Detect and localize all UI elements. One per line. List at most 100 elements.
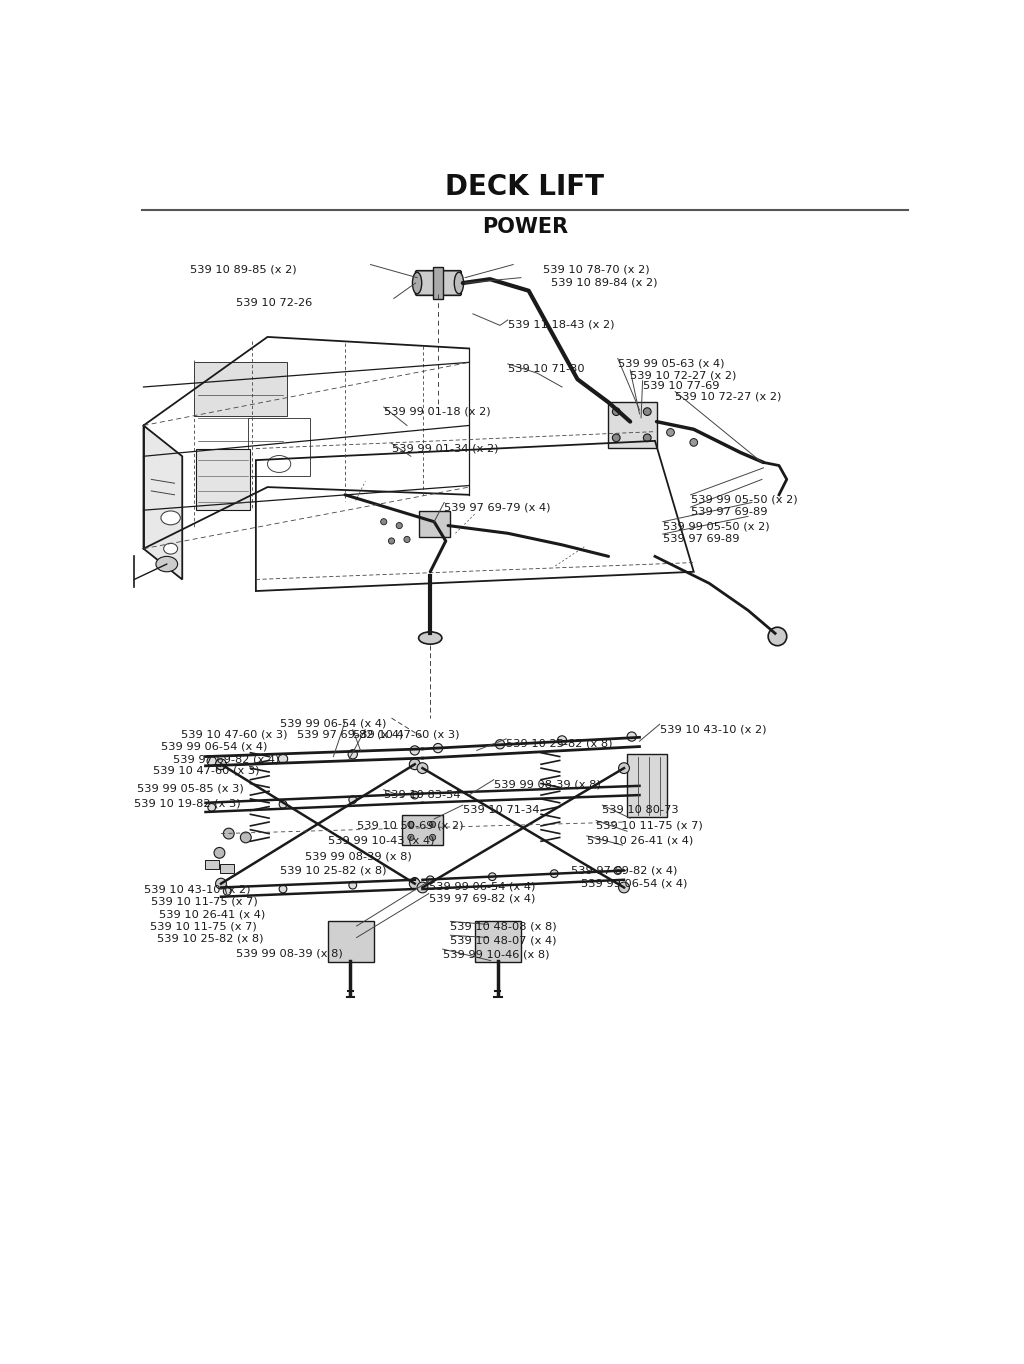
Ellipse shape [156,557,177,572]
FancyBboxPatch shape [197,449,251,510]
Text: 539 11 18-43 (x 2): 539 11 18-43 (x 2) [508,321,614,330]
Ellipse shape [413,273,422,293]
Text: 539 10 47-60 (x 3): 539 10 47-60 (x 3) [153,765,259,776]
Text: 539 99 01-18 (x 2): 539 99 01-18 (x 2) [384,406,490,417]
FancyBboxPatch shape [194,363,287,416]
Circle shape [410,746,420,756]
Text: 539 99 06-54 (x 4): 539 99 06-54 (x 4) [429,881,536,891]
Text: 539 10 80-73: 539 10 80-73 [602,805,679,816]
Ellipse shape [164,543,177,554]
Circle shape [426,876,434,884]
Circle shape [403,536,410,543]
Text: 539 10 47-60 (x 3): 539 10 47-60 (x 3) [180,730,287,739]
Circle shape [207,757,216,765]
FancyBboxPatch shape [220,863,234,873]
Circle shape [223,828,234,839]
Text: 539 10 11-75 (x 7): 539 10 11-75 (x 7) [152,896,258,907]
Text: 539 10 48-08 (x 8): 539 10 48-08 (x 8) [451,921,557,932]
Text: 539 99 05-50 (x 2): 539 99 05-50 (x 2) [690,495,798,505]
Circle shape [411,877,419,885]
Circle shape [410,878,420,889]
Circle shape [381,518,387,525]
Circle shape [429,835,435,840]
FancyBboxPatch shape [433,267,442,299]
Circle shape [433,743,442,753]
Circle shape [488,873,496,881]
Text: 539 99 10-46 (x 8): 539 99 10-46 (x 8) [442,949,549,959]
Text: 539 10 43-10 (x 2): 539 10 43-10 (x 2) [143,884,250,895]
Text: 539 10 71-34: 539 10 71-34 [463,805,540,816]
Text: 539 10 43-10 (x 2): 539 10 43-10 (x 2) [659,724,766,734]
Circle shape [643,434,651,442]
FancyBboxPatch shape [205,859,219,869]
Text: 539 99 08-39 (x 8): 539 99 08-39 (x 8) [494,780,600,790]
Text: 539 99 06-54 (x 4): 539 99 06-54 (x 4) [581,878,687,888]
FancyBboxPatch shape [328,921,374,962]
Text: 539 99 05-63 (x 4): 539 99 05-63 (x 4) [617,359,724,368]
Circle shape [349,881,356,889]
Text: 539 10 72-27 (x 2): 539 10 72-27 (x 2) [630,370,736,381]
Circle shape [410,758,420,769]
Ellipse shape [267,456,291,472]
Text: 539 10 26-41 (x 4): 539 10 26-41 (x 4) [159,908,265,919]
Text: 539 10 19-82 (x 3): 539 10 19-82 (x 3) [134,799,241,809]
Text: 539 99 05-50 (x 2): 539 99 05-50 (x 2) [663,522,769,532]
Circle shape [496,739,505,749]
Text: 539 99 06-54 (x 4): 539 99 06-54 (x 4) [161,742,267,752]
Text: 539 10 71-30: 539 10 71-30 [508,364,585,374]
Circle shape [396,522,402,529]
Circle shape [214,847,225,858]
Text: 539 99 05-85 (x 3): 539 99 05-85 (x 3) [137,783,244,794]
Text: POWER: POWER [481,217,568,237]
Circle shape [411,791,419,799]
Text: 539 99 08-39 (x 8): 539 99 08-39 (x 8) [305,851,412,861]
Text: 539 10 48-07 (x 4): 539 10 48-07 (x 4) [451,936,557,945]
Circle shape [280,885,287,893]
Text: 539 10 89-85 (x 2): 539 10 89-85 (x 2) [190,265,297,274]
Text: 539 97 69-89: 539 97 69-89 [690,507,767,517]
Circle shape [618,762,630,773]
FancyBboxPatch shape [248,417,310,476]
Circle shape [216,758,226,769]
FancyBboxPatch shape [416,270,461,296]
Circle shape [280,801,287,807]
FancyBboxPatch shape [419,512,450,537]
Polygon shape [143,426,182,580]
Text: 539 10 25-82 (x 8): 539 10 25-82 (x 8) [280,866,386,876]
Circle shape [557,735,566,745]
Circle shape [388,537,394,544]
Text: 539 10 26-41 (x 4): 539 10 26-41 (x 4) [587,836,693,846]
Circle shape [408,835,414,840]
Circle shape [614,866,622,874]
Text: 539 99 06-54 (x 4): 539 99 06-54 (x 4) [280,717,386,728]
Text: 539 10 77-69: 539 10 77-69 [643,381,719,391]
Text: 539 10 11-75 (x 7): 539 10 11-75 (x 7) [596,821,702,831]
Circle shape [618,883,630,893]
Circle shape [667,428,675,436]
FancyBboxPatch shape [607,401,657,447]
Text: 539 97 69-82 (x 4): 539 97 69-82 (x 4) [173,754,280,764]
Ellipse shape [161,512,180,525]
Text: 539 10 78-70 (x 2): 539 10 78-70 (x 2) [544,265,650,274]
Circle shape [612,434,621,442]
Circle shape [417,883,428,893]
Circle shape [223,888,231,895]
Text: 539 97 69-82 (x 4): 539 97 69-82 (x 4) [297,730,403,739]
Text: 539 99 01-34 (x 2): 539 99 01-34 (x 2) [391,443,498,453]
FancyBboxPatch shape [475,921,521,962]
Circle shape [208,803,216,812]
FancyBboxPatch shape [401,816,443,846]
Text: DECK LIFT: DECK LIFT [445,173,604,201]
Text: 539 10 47-60 (x 3): 539 10 47-60 (x 3) [352,730,459,739]
Circle shape [690,439,697,446]
Text: 539 10 25-82 (x 8): 539 10 25-82 (x 8) [506,739,612,749]
Text: 539 97 69-89: 539 97 69-89 [663,535,739,544]
Circle shape [429,821,435,828]
Circle shape [643,408,651,416]
Text: 539 10 25-82 (x 8): 539 10 25-82 (x 8) [158,934,264,944]
FancyBboxPatch shape [627,754,668,817]
Text: 539 99 10-43 (x 4): 539 99 10-43 (x 4) [328,836,434,846]
Circle shape [216,878,226,889]
Text: 539 10 72-27 (x 2): 539 10 72-27 (x 2) [675,391,781,401]
Text: 539 10 11-75 (x 7): 539 10 11-75 (x 7) [150,921,256,932]
